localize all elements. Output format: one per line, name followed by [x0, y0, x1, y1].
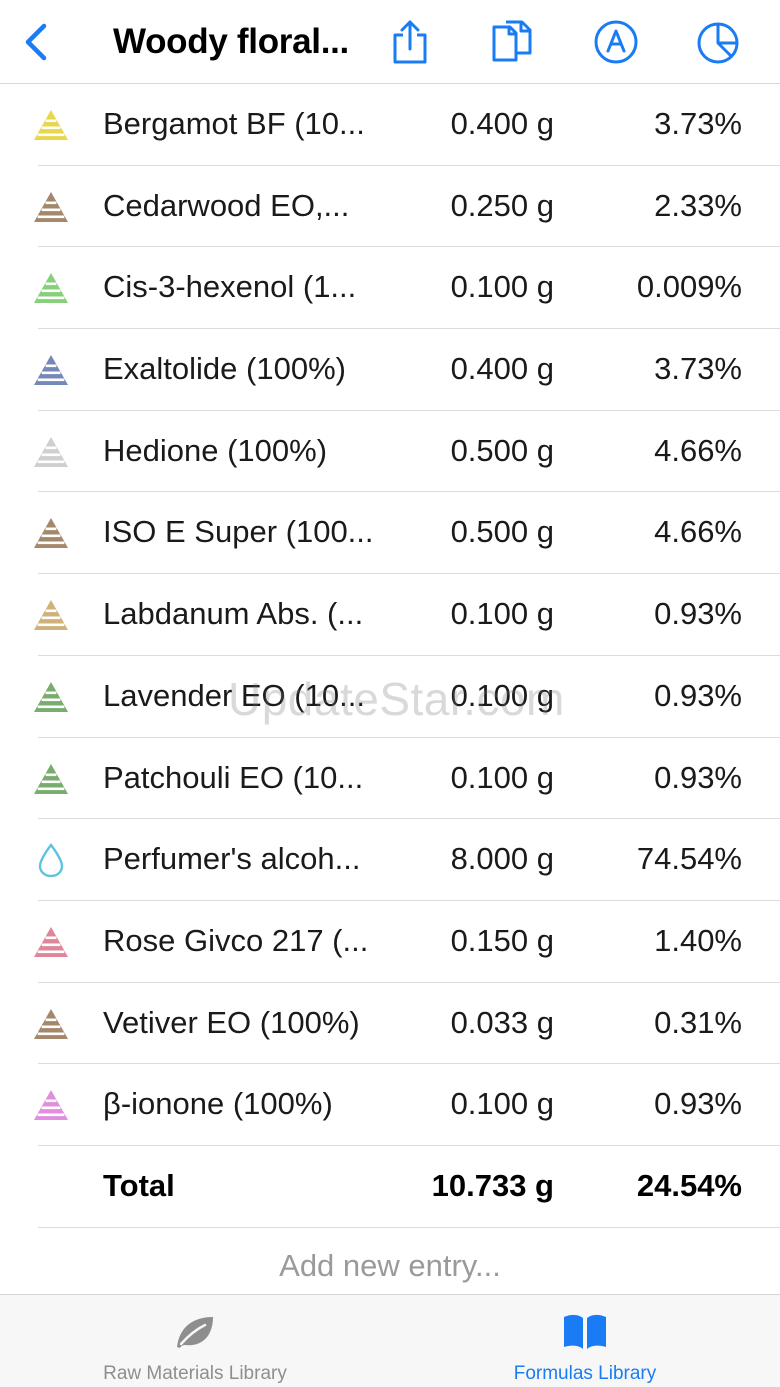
list-item[interactable]: Cis-3-hexenol (1... 0.100 g 0.009% — [0, 247, 780, 329]
ingredient-percent: 0.93% — [654, 759, 742, 795]
ingredient-amount: 0.400 g — [450, 106, 554, 141]
ingredient-percent: 2.33% — [654, 187, 742, 223]
pyramid-icon — [32, 1088, 70, 1122]
book-icon — [561, 1311, 609, 1351]
duplicate-icon[interactable] — [488, 18, 536, 66]
ingredient-name: Exaltolide (100%) — [103, 351, 346, 387]
pyramid-icon — [32, 271, 70, 305]
back-icon[interactable] — [18, 20, 58, 64]
pyramid-icon — [32, 190, 70, 224]
page-title: Woody floral... — [113, 22, 349, 61]
total-label: Total — [103, 1167, 175, 1203]
pyramid-icon — [32, 435, 70, 469]
pyramid-icon — [32, 108, 70, 142]
list-item[interactable]: Labdanum Abs. (... 0.100 g 0.93% — [0, 574, 780, 656]
ingredient-percent: 0.31% — [654, 1004, 742, 1040]
pyramid-icon — [32, 925, 70, 959]
ingredient-name: Vetiver EO (100%) — [103, 1004, 360, 1040]
ingredient-name: Perfumer's alcoh... — [103, 841, 361, 877]
ingredient-percent: 0.93% — [654, 1086, 742, 1122]
pyramid-icon — [32, 598, 70, 632]
pyramid-icon — [32, 680, 70, 714]
list-item[interactable]: Exaltolide (100%) 0.400 g 3.73% — [0, 329, 780, 411]
ingredient-amount: 0.100 g — [450, 269, 554, 305]
pyramid-icon — [32, 762, 70, 796]
ingredient-percent: 0.93% — [654, 596, 742, 632]
list-item[interactable]: Lavender EO (10... 0.100 g 0.93% — [0, 656, 780, 738]
pyramid-icon — [32, 516, 70, 550]
ingredient-name: ISO E Super (100... — [103, 514, 374, 550]
total-row: Total 10.733 g 24.54% — [0, 1146, 780, 1228]
ingredient-percent: 74.54% — [636, 841, 742, 877]
tab-label: Formulas Library — [513, 1363, 657, 1384]
list-item[interactable]: Patchouli EO (10... 0.100 g 0.93% — [0, 738, 780, 820]
ingredient-percent: 3.73% — [654, 351, 742, 387]
leaf-icon — [171, 1311, 219, 1351]
share-icon[interactable] — [386, 18, 434, 66]
navigation-bar: Woody floral... — [0, 0, 780, 84]
list-item[interactable]: Bergamot BF (10... 0.400 g 3.73% — [0, 84, 780, 166]
list-item[interactable]: Cedarwood EO,... 0.250 g 2.33% — [0, 166, 780, 248]
ingredient-name: Lavender EO (10... — [103, 677, 365, 713]
ingredient-amount: 0.500 g — [450, 432, 554, 468]
ingredient-amount: 0.100 g — [450, 759, 554, 795]
ingredient-name: Patchouli EO (10... — [103, 759, 364, 795]
ingredient-amount: 8.000 g — [450, 841, 554, 877]
ingredient-list: Bergamot BF (10... 0.400 g 3.73% Cedarwood … — [0, 84, 780, 1228]
tab-formulas-library[interactable]: Formulas Library — [390, 1295, 780, 1387]
tab-label: Raw Materials Library — [103, 1363, 287, 1384]
ingredient-amount: 0.150 g — [450, 922, 554, 958]
ingredient-amount: 0.033 g — [450, 1004, 554, 1040]
add-entry-button[interactable]: Add new entry... — [279, 1248, 501, 1283]
ingredient-percent: 4.66% — [654, 432, 742, 468]
total-amount: 10.733 g — [431, 1167, 554, 1203]
pie-chart-icon[interactable] — [694, 18, 742, 66]
list-item[interactable]: β-ionone (100%) 0.100 g 0.93% — [0, 1064, 780, 1146]
list-item[interactable]: Rose Givco 217 (... 0.150 g 1.40% — [0, 901, 780, 983]
list-item[interactable]: Hedione (100%) 0.500 g 4.66% — [0, 411, 780, 493]
ingredient-percent: 3.73% — [654, 106, 742, 141]
ingredient-name: Cis-3-hexenol (1... — [103, 269, 357, 305]
ingredient-amount: 0.100 g — [450, 677, 554, 713]
tab-raw-materials-library[interactable]: Raw Materials Library — [0, 1295, 390, 1387]
ingredient-name: Labdanum Abs. (... — [103, 596, 364, 632]
tab-bar: Raw Materials Library Formulas Library — [0, 1294, 780, 1387]
total-percent: 24.54% — [636, 1167, 742, 1203]
ingredient-amount: 0.100 g — [450, 596, 554, 632]
pyramid-icon — [32, 353, 70, 387]
ingredient-name: Hedione (100%) — [103, 432, 328, 468]
ingredient-amount: 0.250 g — [450, 187, 554, 223]
ingredient-percent: 0.93% — [654, 677, 742, 713]
ingredient-amount: 0.400 g — [450, 351, 554, 387]
watermark: UpdateStar.com — [228, 673, 565, 725]
list-item[interactable]: Vetiver EO (100%) 0.033 g 0.31% — [0, 983, 780, 1065]
ingredient-percent: 4.66% — [654, 514, 742, 550]
ingredient-name: Cedarwood EO,... — [103, 187, 350, 223]
pyramid-icon — [32, 1007, 70, 1041]
ingredient-amount: 0.100 g — [450, 1086, 554, 1122]
list-item[interactable]: Perfumer's alcoh... 8.000 g 74.54% — [0, 819, 780, 901]
list-item[interactable]: ISO E Super (100... 0.500 g 4.66% — [0, 492, 780, 574]
ingredient-amount: 0.500 g — [450, 514, 554, 550]
ingredient-name: Bergamot BF (10... — [103, 106, 365, 141]
drop-icon — [32, 843, 70, 878]
ingredient-percent: 1.40% — [654, 922, 742, 958]
ingredient-percent: 0.009% — [636, 269, 742, 305]
text-mode-icon[interactable] — [592, 18, 640, 66]
ingredient-name: Rose Givco 217 (... — [103, 922, 369, 958]
ingredient-name: β-ionone (100%) — [103, 1086, 333, 1122]
